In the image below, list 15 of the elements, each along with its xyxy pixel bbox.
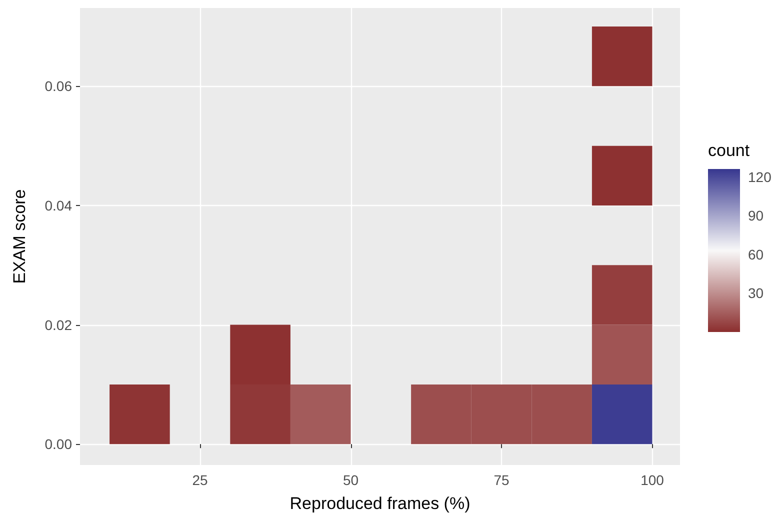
x-tick-label: 25 xyxy=(192,472,208,488)
x-tick-label: 75 xyxy=(494,472,510,488)
y-tick-label: 0.04 xyxy=(44,197,72,214)
x-axis-title: Reproduced frames (%) xyxy=(290,494,470,513)
x-tick-label: 50 xyxy=(342,472,359,488)
y-tick-label: 0.06 xyxy=(44,78,72,94)
color-bar-label: 90 xyxy=(748,208,764,224)
y-tick-label: 0.00 xyxy=(44,436,72,452)
color-bar-label: 120 xyxy=(748,168,772,185)
legend-title: count xyxy=(708,141,750,160)
color-bar-label: 60 xyxy=(748,246,764,262)
x-tick-label: 100 xyxy=(640,472,664,488)
color-bar-label: 30 xyxy=(748,285,764,302)
y-tick-label: 0.02 xyxy=(44,316,72,333)
y-axis-title: EXAM score xyxy=(10,189,29,284)
